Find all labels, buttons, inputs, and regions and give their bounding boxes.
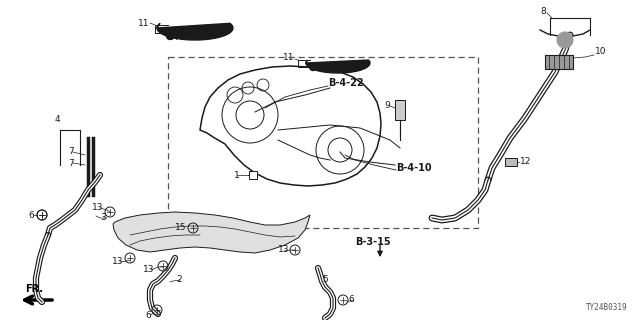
Polygon shape <box>157 23 233 40</box>
Text: 2: 2 <box>176 276 182 284</box>
Bar <box>249 171 257 179</box>
Text: 8: 8 <box>540 7 546 17</box>
Text: 12: 12 <box>520 157 531 166</box>
Text: 9: 9 <box>384 100 390 109</box>
Bar <box>505 158 517 166</box>
Circle shape <box>310 63 317 70</box>
Text: 13: 13 <box>92 204 104 212</box>
Text: 7: 7 <box>68 148 74 156</box>
Text: 6: 6 <box>28 211 34 220</box>
Text: 11: 11 <box>283 53 294 62</box>
Circle shape <box>557 32 573 48</box>
Text: 14: 14 <box>168 33 179 42</box>
Text: B-4-22: B-4-22 <box>328 78 364 88</box>
Text: 13: 13 <box>143 266 154 275</box>
Text: 7: 7 <box>68 158 74 167</box>
Bar <box>396 100 404 118</box>
Text: B-4-10: B-4-10 <box>396 163 431 173</box>
Text: 1: 1 <box>234 171 240 180</box>
Text: 11: 11 <box>138 19 150 28</box>
Text: 6: 6 <box>348 295 354 305</box>
Text: 13: 13 <box>278 245 289 254</box>
Text: 15: 15 <box>175 223 186 233</box>
Text: 10: 10 <box>595 47 607 57</box>
Text: 4: 4 <box>55 116 61 124</box>
Text: FR.: FR. <box>25 284 43 294</box>
Polygon shape <box>113 212 310 253</box>
Text: 14: 14 <box>316 63 328 73</box>
Text: 13: 13 <box>112 258 124 267</box>
Text: 6: 6 <box>145 310 151 319</box>
Polygon shape <box>306 60 370 73</box>
Text: TY24B0319: TY24B0319 <box>586 303 628 312</box>
Bar <box>545 55 573 69</box>
Text: B-3-15: B-3-15 <box>355 237 390 247</box>
Circle shape <box>166 33 173 39</box>
Bar <box>395 100 405 120</box>
Text: 3: 3 <box>100 213 106 222</box>
Text: 5: 5 <box>322 276 328 284</box>
